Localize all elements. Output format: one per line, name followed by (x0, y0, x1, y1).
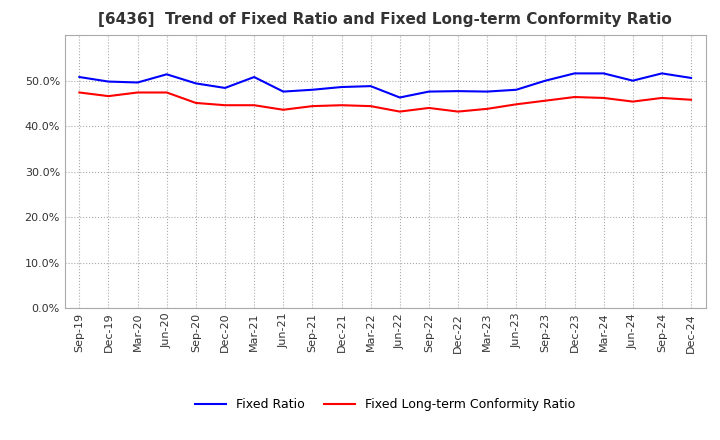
Fixed Long-term Conformity Ratio (279, 107, 287, 112)
Fixed Ratio (192, 81, 200, 86)
Fixed Ratio (425, 89, 433, 94)
Fixed Long-term Conformity Ratio (75, 90, 84, 95)
Fixed Ratio (163, 72, 171, 77)
Fixed Long-term Conformity Ratio (629, 99, 637, 104)
Fixed Ratio (75, 74, 84, 80)
Fixed Ratio (279, 89, 287, 94)
Fixed Long-term Conformity Ratio (687, 97, 696, 103)
Fixed Ratio (133, 80, 142, 85)
Fixed Long-term Conformity Ratio (657, 95, 666, 101)
Fixed Long-term Conformity Ratio (163, 90, 171, 95)
Fixed Long-term Conformity Ratio (599, 95, 608, 101)
Fixed Long-term Conformity Ratio (570, 95, 579, 100)
Fixed Ratio (570, 71, 579, 76)
Fixed Long-term Conformity Ratio (192, 100, 200, 106)
Fixed Ratio (250, 74, 258, 80)
Title: [6436]  Trend of Fixed Ratio and Fixed Long-term Conformity Ratio: [6436] Trend of Fixed Ratio and Fixed Lo… (99, 12, 672, 27)
Line: Fixed Long-term Conformity Ratio: Fixed Long-term Conformity Ratio (79, 92, 691, 112)
Line: Fixed Ratio: Fixed Ratio (79, 73, 691, 98)
Fixed Ratio (657, 71, 666, 76)
Fixed Ratio (395, 95, 404, 100)
Fixed Ratio (454, 88, 462, 94)
Fixed Ratio (366, 84, 375, 89)
Fixed Long-term Conformity Ratio (104, 93, 113, 99)
Fixed Ratio (337, 84, 346, 90)
Fixed Long-term Conformity Ratio (454, 109, 462, 114)
Fixed Long-term Conformity Ratio (133, 90, 142, 95)
Fixed Long-term Conformity Ratio (483, 106, 492, 111)
Fixed Ratio (483, 89, 492, 94)
Fixed Ratio (220, 85, 229, 91)
Fixed Ratio (104, 79, 113, 84)
Fixed Long-term Conformity Ratio (220, 103, 229, 108)
Fixed Ratio (308, 87, 317, 92)
Fixed Ratio (541, 78, 550, 83)
Fixed Long-term Conformity Ratio (337, 103, 346, 108)
Fixed Ratio (687, 75, 696, 81)
Fixed Long-term Conformity Ratio (395, 109, 404, 114)
Legend: Fixed Ratio, Fixed Long-term Conformity Ratio: Fixed Ratio, Fixed Long-term Conformity … (190, 393, 580, 416)
Fixed Long-term Conformity Ratio (425, 105, 433, 110)
Fixed Long-term Conformity Ratio (512, 102, 521, 107)
Fixed Ratio (629, 78, 637, 83)
Fixed Long-term Conformity Ratio (250, 103, 258, 108)
Fixed Long-term Conformity Ratio (541, 98, 550, 103)
Fixed Ratio (599, 71, 608, 76)
Fixed Ratio (512, 87, 521, 92)
Fixed Long-term Conformity Ratio (366, 103, 375, 109)
Fixed Long-term Conformity Ratio (308, 103, 317, 109)
